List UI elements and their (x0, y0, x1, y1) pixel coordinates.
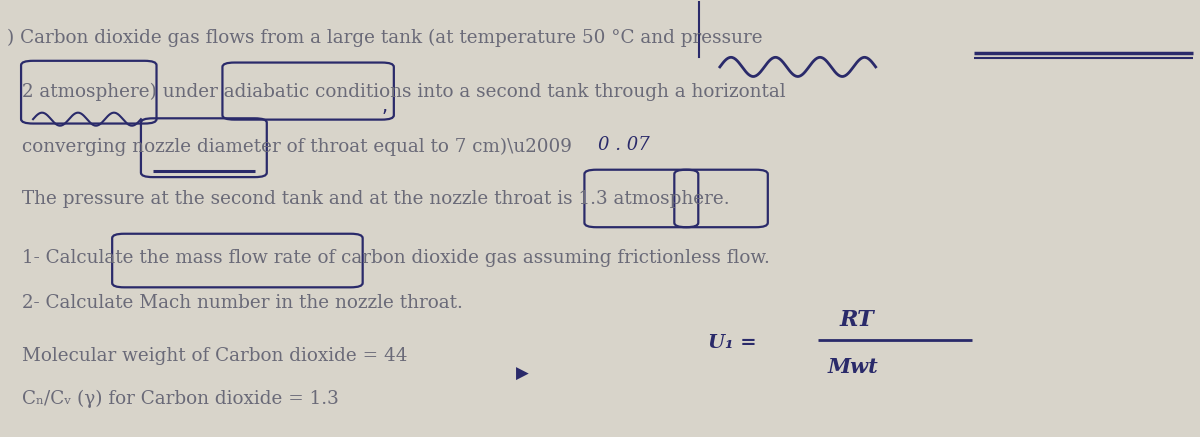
Text: converging nozzle diameter of throat equal to 7 cm)\u2009: converging nozzle diameter of throat equ… (23, 138, 572, 156)
Text: ,: , (382, 97, 388, 116)
Text: 1- Calculate the mass flow rate of carbon dioxide gas assuming frictionless flow: 1- Calculate the mass flow rate of carbo… (23, 249, 770, 267)
Text: ) Carbon dioxide gas flows from a large tank (at temperature 50 °C and pressure: ) Carbon dioxide gas flows from a large … (7, 28, 762, 47)
Text: ▶: ▶ (516, 365, 529, 383)
Text: RT: RT (840, 309, 875, 330)
Text: The pressure at the second tank and at the nozzle throat is 1.3 atmosphere.: The pressure at the second tank and at t… (23, 190, 730, 208)
Text: Molecular weight of Carbon dioxide = 44: Molecular weight of Carbon dioxide = 44 (23, 347, 408, 365)
Text: 2- Calculate Mach number in the nozzle throat.: 2- Calculate Mach number in the nozzle t… (23, 295, 463, 312)
Text: Cₙ/Cᵥ (γ) for Carbon dioxide = 1.3: Cₙ/Cᵥ (γ) for Carbon dioxide = 1.3 (23, 390, 340, 409)
Text: 0 . 07: 0 . 07 (598, 136, 649, 154)
Text: Mwt: Mwt (828, 357, 878, 377)
Text: 2 atmosphere) under adiabatic conditions into a second tank through a horizontal: 2 atmosphere) under adiabatic conditions… (23, 83, 786, 101)
Text: U₁ =: U₁ = (708, 333, 756, 352)
